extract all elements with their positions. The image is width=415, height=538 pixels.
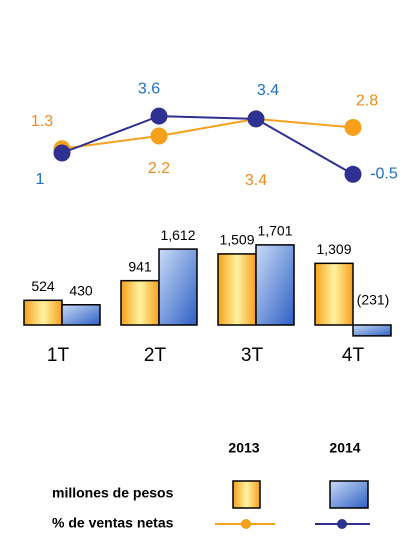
legend-year: 2014 [329, 440, 360, 456]
data-label: -0.5 [370, 166, 398, 183]
legend-marker [241, 519, 251, 529]
bar [61, 303, 101, 326]
line-point [344, 118, 362, 136]
data-label: (231) [357, 292, 390, 308]
x-tick-label: 4T [342, 345, 365, 366]
line-point [344, 165, 362, 183]
legend-row-label: % de ventas netas [52, 515, 174, 531]
bar [255, 244, 295, 326]
bar [314, 262, 354, 326]
data-label: 3.6 [138, 80, 160, 97]
data-label: 1,309 [316, 241, 351, 257]
x-tick-label: 1T [47, 345, 70, 366]
data-label: 3.4 [245, 172, 267, 189]
data-label: 941 [128, 258, 152, 274]
data-label: 3.4 [257, 82, 279, 99]
line [61, 117, 354, 150]
x-tick-label: 2T [144, 345, 167, 366]
data-label: 430 [69, 282, 93, 298]
legend-year: 2013 [228, 440, 259, 456]
bar [352, 324, 392, 337]
bar [158, 248, 198, 326]
line-point [150, 127, 168, 145]
data-label: 1,509 [219, 232, 254, 248]
legend-marker [337, 519, 347, 529]
data-label: 524 [31, 278, 55, 294]
x-tick-label: 3T [241, 345, 264, 366]
data-label: 1 [36, 171, 45, 188]
bar [120, 279, 160, 326]
line-point [53, 144, 71, 162]
data-label: 1,612 [160, 227, 195, 243]
legend-swatch [232, 480, 261, 509]
data-label: 1.3 [31, 113, 53, 130]
bar [23, 299, 63, 326]
bar [217, 253, 257, 326]
line [61, 115, 354, 176]
legend-row-label: millones de pesos [52, 485, 174, 501]
data-label: 1,701 [257, 223, 292, 239]
data-label: 2.8 [356, 93, 378, 110]
legend-swatch [329, 480, 369, 509]
data-label: 2.2 [148, 160, 170, 177]
line-point [247, 110, 265, 128]
line-point [150, 107, 168, 125]
